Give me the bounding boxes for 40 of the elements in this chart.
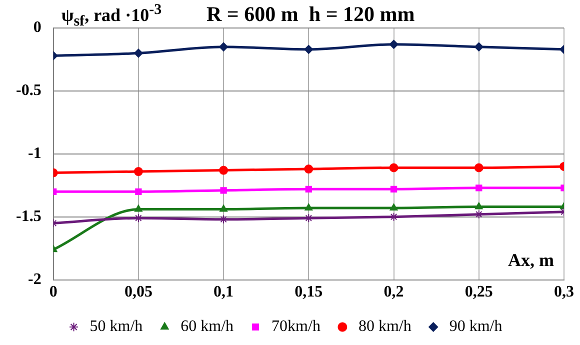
point [474, 163, 484, 172]
y-tick-label: -2 [28, 270, 42, 288]
point [476, 184, 482, 192]
y-tick-label: -1 [28, 145, 42, 162]
point [220, 187, 227, 194]
point [134, 167, 143, 176]
y-axis-title: ψ$_{sf}$, rad ·10$^{-3}$ [61, 2, 162, 31]
point [134, 204, 142, 212]
point [474, 42, 484, 52]
point [304, 204, 313, 211]
legend-label: 50 km/h [90, 318, 143, 336]
y-tick-label: 0 [33, 19, 42, 36]
point [134, 48, 143, 58]
point [304, 164, 314, 174]
point [305, 186, 312, 192]
y-tick-label: -0.5 [16, 82, 42, 100]
legend-label: 70km/h [272, 318, 320, 336]
legend-label: 60 km/h [180, 318, 234, 336]
legend-label: 90 km/h [449, 318, 502, 336]
point [304, 44, 314, 54]
y-tick-label: -1.5 [16, 208, 42, 225]
point [219, 166, 228, 175]
x-tick-label: 0,3 [554, 284, 574, 301]
point [390, 186, 398, 192]
point [220, 204, 228, 212]
x-tick-label: 0,1 [214, 284, 234, 301]
point [474, 202, 483, 210]
point [219, 42, 228, 52]
legend-label: 80 km/h [358, 318, 412, 336]
point [389, 40, 398, 49]
x-tick-label: 0,15 [294, 284, 323, 301]
x-tick-label: 0,25 [464, 284, 493, 301]
x-tick-label: 0,2 [384, 284, 404, 301]
point [390, 204, 398, 211]
x-tick-label: 0 [49, 284, 58, 301]
x-axis-title: Ax, m [508, 250, 554, 271]
point [389, 163, 398, 172]
chart-title: R = 600 m h = 120 mm [206, 2, 415, 27]
point [135, 188, 142, 195]
x-tick-label: 0,05 [124, 284, 152, 301]
